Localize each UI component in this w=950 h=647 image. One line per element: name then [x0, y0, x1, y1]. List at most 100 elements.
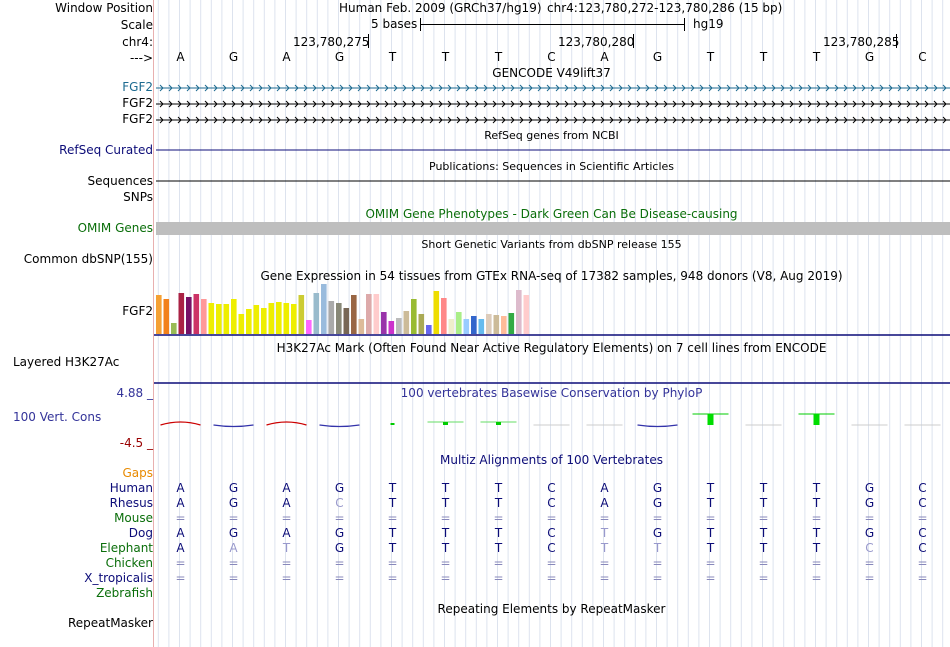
gtex-bar[interactable]: [456, 312, 462, 334]
omim-label[interactable]: OMIM Genes: [77, 221, 153, 235]
gtex-bar[interactable]: [448, 319, 455, 334]
refseq-track-title[interactable]: RefSeq genes from NCBI: [484, 129, 619, 142]
species-label-zebrafish[interactable]: Zebrafish: [96, 586, 153, 600]
alignment-base: =: [546, 571, 557, 585]
gtex-bar[interactable]: [313, 293, 320, 334]
gencode-gene-label-2[interactable]: FGF2: [122, 96, 153, 110]
gencode-gene-label-1[interactable]: FGF2: [122, 80, 153, 94]
gtex-bar[interactable]: [238, 314, 245, 334]
gtex-bar[interactable]: [276, 302, 282, 334]
alignment-base: =: [281, 556, 292, 570]
strand-label: --->: [129, 51, 153, 65]
gtex-bar[interactable]: [403, 311, 410, 334]
conservation-label[interactable]: 100 Vert. Cons: [13, 410, 102, 424]
gtex-bar[interactable]: [343, 308, 350, 334]
gtex-bar[interactable]: [366, 294, 372, 334]
species-label-x_tropicalis[interactable]: X_tropicalis: [84, 571, 153, 585]
gtex-track-title[interactable]: Gene Expression in 54 tissues from GTEx …: [260, 269, 843, 283]
alignment-base: =: [917, 511, 928, 525]
gtex-bar[interactable]: [351, 295, 357, 334]
repeatmasker-label[interactable]: RepeatMasker: [67, 616, 153, 630]
dbsnp-track-title[interactable]: Short Genetic Variants from dbSNP releas…: [421, 238, 682, 251]
alignment-base: C: [865, 541, 874, 555]
gtex-bar[interactable]: [306, 320, 312, 334]
gtex-bar[interactable]: [231, 299, 237, 334]
gtex-bar[interactable]: [156, 295, 162, 334]
alignment-base: =: [334, 556, 345, 570]
gtex-bar[interactable]: [358, 319, 365, 334]
conservation-track-title[interactable]: 100 vertebrates Basewise Conservation by…: [400, 386, 703, 400]
gtex-bar[interactable]: [493, 315, 500, 334]
gtex-bar[interactable]: [471, 316, 477, 334]
repeatmasker-track-title[interactable]: Repeating Elements by RepeatMasker: [437, 602, 666, 616]
gtex-bar[interactable]: [283, 303, 290, 334]
alignment-base: =: [652, 556, 663, 570]
gtex-bar[interactable]: [426, 325, 432, 334]
gtex-bar[interactable]: [208, 303, 215, 334]
gtex-bar[interactable]: [418, 314, 425, 334]
gtex-bar[interactable]: [291, 304, 297, 334]
gtex-bar[interactable]: [486, 314, 492, 334]
coordinates-text[interactable]: chr4:123,780,272-123,780,286 (15 bp): [547, 1, 783, 15]
gtex-bar[interactable]: [328, 301, 335, 334]
gtex-bar[interactable]: [501, 316, 507, 334]
gtex-bar[interactable]: [223, 304, 230, 334]
gtex-gene-label[interactable]: FGF2: [122, 304, 153, 318]
multiz-track-title[interactable]: Multiz Alignments of 100 Vertebrates: [439, 453, 664, 467]
alignment-base: T: [600, 541, 609, 555]
h3k27ac-label[interactable]: Layered H3K27Ac: [13, 355, 120, 369]
species-label-chicken[interactable]: Chicken: [105, 556, 153, 570]
gtex-bar[interactable]: [193, 294, 200, 334]
gtex-bar[interactable]: [201, 299, 207, 334]
gtex-bar[interactable]: [508, 313, 515, 334]
omim-gene-bar[interactable]: [156, 222, 950, 235]
gtex-bar[interactable]: [516, 290, 522, 334]
dbsnp-label[interactable]: Common dbSNP(155): [23, 252, 153, 266]
h3k27ac-track-title[interactable]: H3K27Ac Mark (Often Found Near Active Re…: [276, 341, 827, 355]
species-label-rhesus[interactable]: Rhesus: [109, 496, 153, 510]
publications-label-snps[interactable]: SNPs: [123, 190, 153, 204]
gtex-bar[interactable]: [246, 309, 252, 334]
species-label-dog[interactable]: Dog: [128, 526, 153, 540]
gencode-gene-label-3[interactable]: FGF2: [122, 112, 153, 126]
gtex-bar[interactable]: [253, 305, 260, 334]
gtex-bar[interactable]: [336, 303, 342, 334]
gtex-bar[interactable]: [463, 319, 470, 334]
conservation-peak: [707, 414, 714, 425]
gtex-bar[interactable]: [381, 312, 387, 334]
gtex-bar[interactable]: [178, 293, 185, 334]
gtex-bar[interactable]: [268, 303, 275, 334]
species-label-mouse[interactable]: Mouse: [114, 511, 153, 525]
gtex-bar[interactable]: [261, 308, 267, 334]
gtex-bar[interactable]: [171, 323, 177, 334]
gtex-bar[interactable]: [321, 284, 327, 334]
gtex-bar[interactable]: [523, 295, 530, 334]
gtex-bar[interactable]: [373, 294, 380, 334]
alignment-base: T: [812, 526, 821, 540]
gtex-bar[interactable]: [411, 299, 417, 334]
gtex-bar[interactable]: [186, 297, 192, 334]
alignment-base: T: [812, 496, 821, 510]
alignment-base: =: [864, 556, 875, 570]
gtex-bar[interactable]: [478, 319, 485, 334]
gtex-bar[interactable]: [298, 295, 305, 334]
gtex-bar[interactable]: [163, 299, 170, 334]
alignment-base: =: [917, 556, 928, 570]
gtex-bar[interactable]: [396, 318, 402, 334]
gtex-bar[interactable]: [388, 321, 395, 334]
alignment-base: T: [494, 481, 503, 495]
omim-track-title[interactable]: OMIM Gene Phenotypes - Dark Green Can Be…: [365, 207, 738, 221]
alignment-base: =: [387, 571, 398, 585]
publications-track-title[interactable]: Publications: Sequences in Scientific Ar…: [429, 160, 674, 173]
alignment-base: =: [546, 511, 557, 525]
publications-label-sequences[interactable]: Sequences: [87, 174, 153, 188]
gaps-label[interactable]: Gaps: [122, 466, 153, 480]
gtex-bar[interactable]: [441, 298, 447, 334]
gtex-bar[interactable]: [216, 304, 222, 334]
gtex-bar[interactable]: [433, 291, 440, 334]
alignment-base: C: [547, 481, 556, 495]
gencode-track-title[interactable]: GENCODE V49lift37: [492, 66, 611, 80]
refseq-label[interactable]: RefSeq Curated: [59, 143, 153, 157]
species-label-human[interactable]: Human: [109, 481, 153, 495]
species-label-elephant[interactable]: Elephant: [99, 541, 153, 555]
